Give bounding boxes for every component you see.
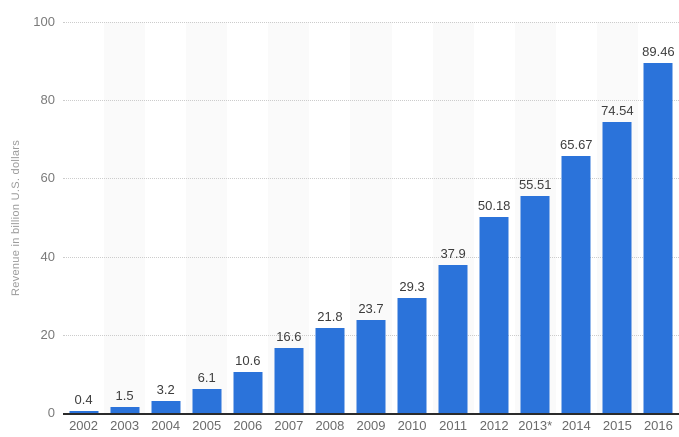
x-tick-label: 2004 (151, 418, 181, 433)
x-tick-label: 2002 (69, 418, 98, 433)
x-tick-label: 2014 (561, 418, 591, 433)
bar-column: 23.7 (350, 22, 391, 413)
bar-column: 50.18 (474, 22, 515, 413)
bar-value-label: 21.8 (317, 308, 343, 324)
bar-column: 21.8 (309, 22, 350, 413)
bar-value-label: 10.6 (235, 352, 261, 368)
y-tick-label: 80 (40, 92, 55, 108)
bar-value-label: 89.46 (642, 44, 675, 60)
bar-value-label: 74.54 (601, 102, 634, 118)
bar-value-label: 23.7 (358, 301, 384, 317)
y-tick-label: 40 (40, 248, 55, 264)
bar-column: 55.51 (515, 22, 556, 413)
y-tick-label: 100 (33, 14, 55, 29)
bar-column: 10.6 (227, 22, 268, 413)
x-axis-tick-labels: 2002 2003 2004 2005 2006 2007 2008 2009 2010 2011… (63, 419, 679, 433)
bar-value-label: 50.18 (477, 197, 511, 213)
gridline (63, 256, 679, 258)
bar-value-label: 16.6 (276, 329, 302, 345)
x-tick-label: 2008 (315, 418, 345, 433)
bar-column: 3.2 (145, 22, 186, 413)
bar-column: 29.3 (392, 22, 433, 413)
bar-column: 65.67 (556, 22, 597, 413)
bar-2004 (151, 400, 181, 413)
x-tick-label: 2007 (274, 418, 304, 433)
y-tick-label: 20 (40, 326, 55, 342)
gridline (63, 22, 679, 23)
bar-2006 (233, 371, 263, 413)
bar-value-label: 6.1 (197, 370, 216, 386)
bar-column: 74.54 (597, 22, 638, 413)
y-tick-label: 0 (47, 405, 55, 420)
bar-value-label: 55.51 (518, 176, 552, 192)
bar-2016 (643, 63, 673, 413)
bar-2009 (356, 320, 386, 413)
x-tick-label: 2015 (602, 418, 632, 433)
bar-value-label: 65.67 (560, 137, 593, 153)
plot-stripe (186, 22, 228, 413)
bar-value-label: 1.5 (115, 388, 134, 404)
bar-column: 1.5 (104, 22, 145, 413)
bar-2012 (479, 216, 509, 413)
x-tick-label: 2006 (233, 418, 263, 433)
x-tick-label: 2012 (479, 418, 509, 433)
bar-2003 (110, 407, 140, 413)
bars-layer: 0.4 1.5 3.2 6.1 10.6 16.6 21.8 23.7 29.3 37.9 50.1… (63, 22, 679, 413)
x-tick-label: 2016 (643, 418, 673, 433)
x-tick-label: 2005 (192, 418, 222, 433)
bar-column: 16.6 (268, 22, 309, 413)
bar-2015 (602, 121, 632, 413)
gridline (63, 178, 679, 180)
bar-2007 (274, 348, 304, 413)
bar-2011 (438, 264, 468, 413)
bar-column: 37.9 (433, 22, 474, 413)
bar-2014 (561, 156, 591, 413)
bar-value-label: 37.9 (440, 245, 466, 261)
bar-value-label: 29.3 (399, 279, 425, 295)
plot-stripe (104, 22, 146, 413)
bar-column: 0.4 (63, 22, 104, 413)
bar-2005 (192, 389, 222, 413)
x-tick-label: 2011 (439, 418, 468, 433)
plot-area: 0.4 1.5 3.2 6.1 10.6 16.6 21.8 23.7 29.3 37.9 50.1… (63, 22, 679, 415)
y-tick-label: 60 (40, 170, 55, 186)
bar-column: 6.1 (186, 22, 227, 413)
x-tick-label: 2010 (397, 418, 427, 433)
bar-value-label: 3.2 (156, 381, 175, 397)
plot-stripe (268, 22, 310, 413)
bar-2013 (520, 195, 550, 413)
gridline (63, 100, 679, 102)
y-axis-title: Revenue in billion U.S. dollars (10, 139, 22, 296)
bar-2010 (397, 298, 427, 413)
bar-value-label: 0.4 (74, 392, 93, 408)
x-tick-label: 2013* (518, 418, 553, 433)
bar-2002 (69, 411, 99, 413)
x-tick-label: 2003 (110, 418, 140, 433)
bar-column: 89.46 (638, 22, 679, 413)
bar-2008 (315, 327, 345, 413)
x-tick-label: 2009 (356, 418, 386, 433)
